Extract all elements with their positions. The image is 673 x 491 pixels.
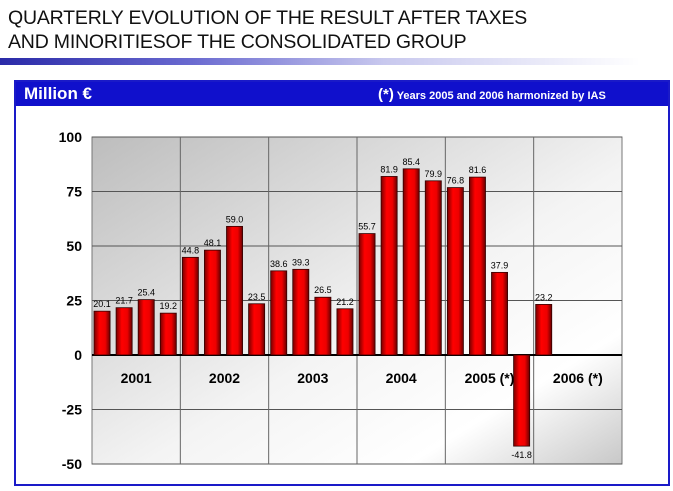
data-label: 19.2	[160, 301, 178, 311]
y-tick-label: 25	[66, 293, 82, 309]
chart-header: Million € (*) Years 2005 and 2006 harmon…	[16, 82, 668, 106]
title-line-1: QUARTERLY EVOLUTION OF THE RESULT AFTER …	[8, 7, 528, 29]
bar	[137, 299, 155, 356]
x-category-label: 2006 (*)	[553, 370, 603, 386]
bar	[446, 187, 464, 356]
bar	[314, 296, 332, 356]
data-label: 25.4	[137, 288, 155, 298]
data-label: 76.8	[447, 176, 465, 186]
data-label: 85.4	[402, 157, 420, 167]
bar	[469, 176, 486, 356]
bar	[535, 304, 553, 356]
y-tick-label: -25	[62, 402, 82, 418]
data-label: 21.7	[115, 296, 133, 306]
data-label: 79.9	[425, 169, 443, 179]
x-category-label: 2004	[386, 370, 417, 386]
title-gradient-rule	[0, 58, 640, 65]
bar	[513, 354, 531, 447]
data-label: 81.9	[380, 164, 398, 174]
x-category-label: 2001	[121, 370, 152, 386]
note-text: Years 2005 and 2006 harmonized by IAS	[396, 90, 606, 102]
data-label: -41.8	[511, 450, 532, 460]
data-label: 23.5	[248, 292, 266, 302]
y-tick-label: 50	[66, 238, 82, 254]
data-label: 59.0	[226, 214, 244, 224]
data-label: 44.8	[182, 245, 200, 255]
data-label: 23.2	[535, 292, 553, 302]
bar	[115, 307, 133, 356]
bar	[270, 270, 288, 356]
y-tick-label: 0	[74, 347, 82, 363]
data-label: 38.6	[270, 259, 288, 269]
bar	[380, 176, 398, 356]
y-tick-label: 100	[59, 129, 83, 145]
bar	[204, 249, 221, 356]
title-line-2: AND MINORITIESOF THE CONSOLIDATED GROUP	[8, 31, 467, 53]
bar	[491, 271, 508, 356]
bar	[402, 168, 420, 356]
data-label: 81.6	[469, 165, 487, 175]
bar	[248, 303, 266, 356]
data-label: 48.1	[204, 238, 222, 248]
data-label: 26.5	[314, 285, 332, 295]
data-label: 21.2	[336, 297, 354, 307]
note-mark: (*)	[378, 86, 394, 103]
bar	[226, 225, 243, 356]
y-tick-label: -50	[62, 456, 82, 472]
bar	[93, 310, 111, 356]
bar	[336, 308, 354, 356]
bar	[181, 256, 199, 356]
data-label: 55.7	[358, 222, 376, 232]
unit-label: Million €	[24, 84, 92, 103]
bar	[424, 180, 442, 356]
bar	[159, 312, 177, 356]
bar	[292, 268, 310, 356]
data-label: 37.9	[491, 260, 509, 270]
y-tick-label: 75	[66, 184, 82, 200]
page-title: QUARTERLY EVOLUTION OF THE RESULT AFTER …	[8, 6, 527, 54]
x-category-label: 2005 (*)	[465, 370, 515, 386]
data-label: 39.3	[292, 257, 310, 267]
bar	[358, 233, 376, 356]
x-category-label: 2003	[297, 370, 328, 386]
ias-note: (*) Years 2005 and 2006 harmonized by IA…	[378, 86, 606, 103]
data-label: 20.1	[93, 299, 111, 309]
x-category-label: 2002	[209, 370, 240, 386]
